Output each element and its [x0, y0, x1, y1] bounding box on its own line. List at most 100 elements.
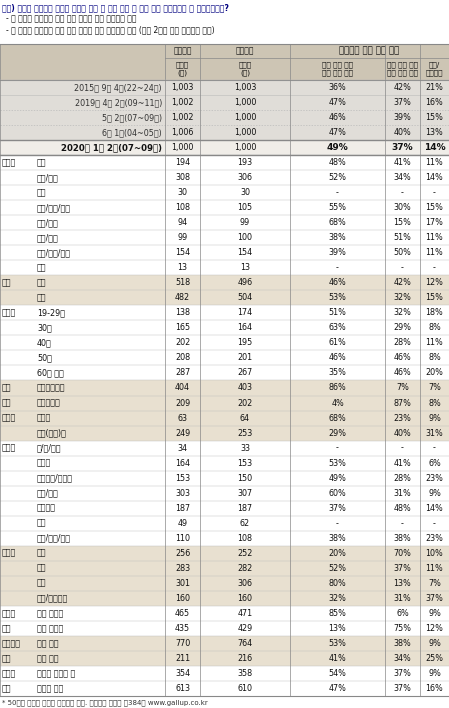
Text: 서울: 서울 [37, 158, 47, 167]
Text: 가중적용: 가중적용 [236, 47, 254, 55]
Text: 108: 108 [238, 534, 252, 543]
Text: 70%: 70% [394, 549, 411, 558]
Text: 직무: 직무 [2, 624, 12, 633]
Text: 201: 201 [238, 353, 252, 362]
Text: 부정 평가자: 부정 평가자 [37, 624, 63, 633]
Text: 1,003: 1,003 [234, 83, 256, 92]
Text: 2015년 9월 4주(22~24일): 2015년 9월 4주(22~24일) [75, 83, 162, 92]
Text: 25%: 25% [426, 654, 444, 663]
Text: 11%: 11% [426, 249, 443, 257]
Text: 518: 518 [175, 278, 190, 287]
Text: 1,000: 1,000 [234, 113, 256, 122]
Text: 11%: 11% [426, 564, 443, 573]
Text: 18%: 18% [426, 309, 443, 317]
Text: 4%: 4% [331, 399, 344, 408]
Text: 9%: 9% [428, 489, 441, 498]
Text: 6월 1주(04~05일): 6월 1주(04~05일) [102, 128, 162, 137]
Text: 32%: 32% [329, 594, 347, 603]
Text: 34: 34 [177, 444, 188, 452]
Text: 194: 194 [175, 158, 190, 167]
Text: 15%: 15% [426, 113, 444, 122]
Text: 187: 187 [238, 503, 252, 513]
Bar [0, 155, 449, 170]
Text: 중도: 중도 [37, 564, 47, 573]
Text: 그렇지 않음: 그렇지 않음 [37, 684, 63, 693]
Text: 9%: 9% [428, 609, 441, 618]
Text: 252: 252 [238, 549, 253, 558]
Text: 1,000: 1,000 [234, 128, 256, 137]
Text: 46%: 46% [394, 368, 411, 377]
Bar [0, 380, 449, 396]
Text: 496: 496 [238, 278, 252, 287]
Bar [0, 185, 449, 200]
Text: 209: 209 [175, 399, 190, 408]
Text: 764: 764 [238, 639, 252, 648]
Text: 학생: 학생 [37, 519, 47, 527]
Text: - 현 정부를 지원하기 위해 여당 후보가 많이 당선돼야 한다: - 현 정부를 지원하기 위해 여당 후보가 많이 당선돼야 한다 [6, 14, 136, 23]
Text: 465: 465 [175, 609, 190, 618]
Text: -: - [433, 519, 436, 527]
Text: 49: 49 [177, 519, 188, 527]
Text: 75%: 75% [393, 624, 411, 633]
Text: 216: 216 [238, 654, 252, 663]
Text: 34%: 34% [394, 173, 411, 182]
Text: 선거: 선거 [2, 654, 12, 663]
Text: 404: 404 [175, 384, 190, 392]
Text: 504: 504 [238, 293, 252, 302]
Bar [0, 440, 449, 456]
Text: 제주: 제주 [37, 263, 47, 273]
Text: 108: 108 [175, 203, 190, 212]
Text: 30%: 30% [394, 203, 411, 212]
Bar [0, 636, 449, 651]
Text: 40%: 40% [394, 128, 411, 137]
Text: 38%: 38% [329, 534, 346, 543]
Text: 11%: 11% [426, 158, 443, 167]
Text: 국회의원: 국회의원 [2, 639, 21, 648]
Text: 15%: 15% [426, 293, 444, 302]
Bar [0, 95, 449, 110]
Bar [0, 411, 449, 426]
Text: 80%: 80% [329, 579, 346, 588]
Text: 38%: 38% [394, 639, 411, 648]
Text: 47%: 47% [329, 98, 347, 107]
Text: 12%: 12% [426, 624, 444, 633]
Text: -: - [433, 188, 436, 198]
Text: 모름/응답거절: 모름/응답거절 [37, 594, 68, 603]
Text: 15%: 15% [426, 203, 444, 212]
Text: 38%: 38% [329, 233, 346, 242]
Text: 17%: 17% [426, 218, 444, 227]
Text: 164: 164 [175, 459, 190, 467]
Text: 51%: 51% [394, 233, 411, 242]
Text: 19-29세: 19-29세 [37, 309, 65, 317]
Text: 6%: 6% [428, 459, 441, 467]
Text: 28%: 28% [394, 338, 411, 348]
Text: 1,000: 1,000 [234, 143, 256, 152]
Text: 256: 256 [175, 549, 190, 558]
Text: 482: 482 [175, 293, 190, 302]
Text: 303: 303 [175, 489, 190, 498]
Text: 40대: 40대 [37, 338, 52, 348]
Bar [0, 0, 449, 44]
Text: 435: 435 [175, 624, 190, 633]
Text: 32%: 32% [394, 293, 411, 302]
Text: 23%: 23% [426, 534, 444, 543]
Text: 사례수
(명): 사례수 (명) [176, 62, 189, 76]
Text: 1,003: 1,003 [172, 83, 194, 92]
Text: 질문) 귀하는 국회의원 선거와 관련해 다음 두 가지 주장 중 어느 쪽에 조금이라도 더 동의하십니까?: 질문) 귀하는 국회의원 선거와 관련해 다음 두 가지 주장 중 어느 쪽에 … [2, 3, 229, 12]
Text: 287: 287 [175, 368, 190, 377]
Text: 13: 13 [177, 263, 188, 273]
Text: 성향별: 성향별 [2, 549, 16, 558]
Text: 7%: 7% [428, 384, 441, 392]
Text: 99: 99 [177, 233, 188, 242]
Text: 47%: 47% [329, 128, 347, 137]
Text: 국회의원 선거 결과 기대: 국회의원 선거 결과 기대 [339, 47, 400, 55]
Bar [0, 215, 449, 230]
Text: 354: 354 [175, 669, 190, 678]
Text: 8%: 8% [428, 324, 441, 332]
Text: 40%: 40% [394, 428, 411, 438]
Bar [0, 230, 449, 245]
Text: 46%: 46% [394, 353, 411, 362]
Text: 대통령: 대통령 [2, 609, 16, 618]
Bar [0, 275, 449, 290]
Text: 더불어민주당: 더불어민주당 [37, 384, 66, 392]
